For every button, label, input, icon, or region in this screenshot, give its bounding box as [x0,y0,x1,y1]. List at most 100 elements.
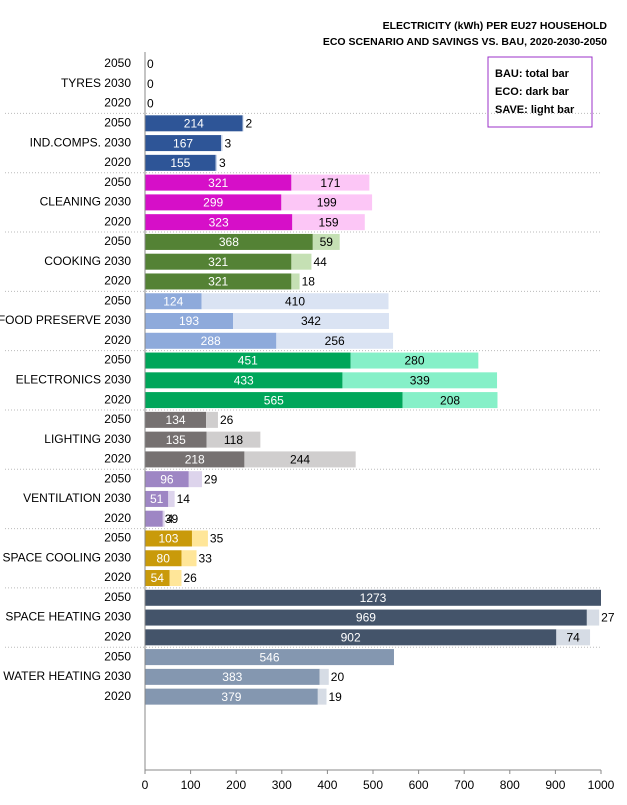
y-tick-label: FOOD PRESERVE 2030 [0,313,131,327]
eco-bar [145,510,163,527]
save-bar [233,313,389,330]
y-tick-label: 2050 [104,115,131,129]
eco-bar [145,629,557,646]
eco-bar [145,570,170,587]
x-tick-label: 700 [454,778,474,792]
y-tick-label: WATER HEATING 2030 [3,669,131,683]
value-label: 167 [173,136,193,150]
save-bar [206,431,261,448]
eco-bar [145,392,403,409]
value-label: 134 [166,413,186,427]
value-label: 1273 [360,591,387,605]
y-tick-label: 2020 [104,214,131,228]
value-label: 565 [264,393,284,407]
eco-bar [145,688,318,705]
save-bar [215,154,218,171]
save-bar [169,570,182,587]
save-bar [181,550,197,567]
y-tick-label: 2050 [104,649,131,663]
y-tick-label: 2020 [104,511,131,525]
y-tick-label: 2050 [104,353,131,367]
value-label: 18 [302,275,316,289]
y-tick-label: 2020 [104,333,131,347]
save-bar [276,332,394,349]
value-label: 3 [219,156,226,170]
value-label: 902 [341,631,361,645]
value-label: 288 [201,334,221,348]
save-bar [244,451,356,468]
legend-note: BAU: total bar [495,68,570,80]
value-label: 103 [158,532,178,546]
x-tick-label: 300 [272,778,292,792]
eco-bar [145,214,293,231]
value-label: 80 [157,551,171,565]
x-tick-label: 900 [545,778,565,792]
x-tick-label: 400 [317,778,337,792]
save-bar [168,490,175,507]
value-label: 26 [220,413,234,427]
value-label: 433 [234,373,254,387]
value-label: 0 [147,57,154,71]
save-bar [242,115,244,132]
y-tick-label: SPACE HEATING 2030 [5,610,131,624]
save-bar [188,471,202,488]
value-label: 244 [290,453,310,467]
y-tick-label: 2020 [104,96,131,110]
y-tick-label: 2020 [104,630,131,644]
y-tick-label: 2050 [104,590,131,604]
value-label: 368 [219,235,239,249]
value-label: 2 [245,116,252,130]
value-label: 29 [204,472,218,486]
value-label: 51 [150,492,164,506]
save-bar [291,273,300,290]
value-label: 27 [601,611,615,625]
value-label: 20 [331,670,345,684]
save-bar [291,174,370,191]
save-bar [292,214,365,231]
legend-entry: SAVE: light bar [495,104,575,116]
value-label: 193 [179,314,199,328]
chart-subtitle: ECO SCENARIO AND SAVINGS VS. BAU, 2020-2… [323,36,607,48]
eco-bar [145,451,245,468]
y-tick-label: 2020 [104,452,131,466]
y-tick-label: 2020 [104,570,131,584]
x-tick-label: 200 [226,778,246,792]
y-tick-label: TYRES 2030 [61,76,131,90]
eco-bar [145,490,169,507]
chart-title: ELECTRICITY (kWh) PER EU27 HOUSEHOLD [383,20,608,32]
value-label: 74 [567,631,581,645]
eco-bar [145,332,277,349]
value-label: 124 [163,294,183,308]
value-label: 155 [170,156,190,170]
value-label: 256 [325,334,345,348]
save-bar [162,510,165,527]
y-tick-label: CLEANING 2030 [40,195,132,209]
eco-bar [145,589,601,606]
value-label: 3 [225,136,232,150]
y-tick-label: 2050 [104,531,131,545]
y-tick-label: 2050 [104,234,131,248]
eco-bar [145,253,292,270]
value-label: 118 [224,433,243,447]
y-tick-label: 2050 [104,56,131,70]
value-label: 0 [147,97,154,111]
y-tick-label: VENTILATION 2030 [23,491,131,505]
y-tick-label: IND.COMPS. 2030 [30,135,132,149]
eco-bar [145,530,192,547]
eco-bar [145,313,234,330]
x-tick-label: 0 [142,778,149,792]
x-tick-label: 100 [181,778,201,792]
y-tick-label: 2020 [104,155,131,169]
y-tick-label: 2050 [104,412,131,426]
eco-bar [145,352,351,369]
save-bar [312,233,340,250]
save-bar [291,253,312,270]
value-label: 969 [356,611,376,625]
y-tick-label: 2020 [104,392,131,406]
value-label: 208 [440,393,460,407]
value-label: 383 [222,670,242,684]
eco-bar [145,550,182,567]
y-tick-label: 2020 [104,274,131,288]
save-bar [317,688,327,705]
